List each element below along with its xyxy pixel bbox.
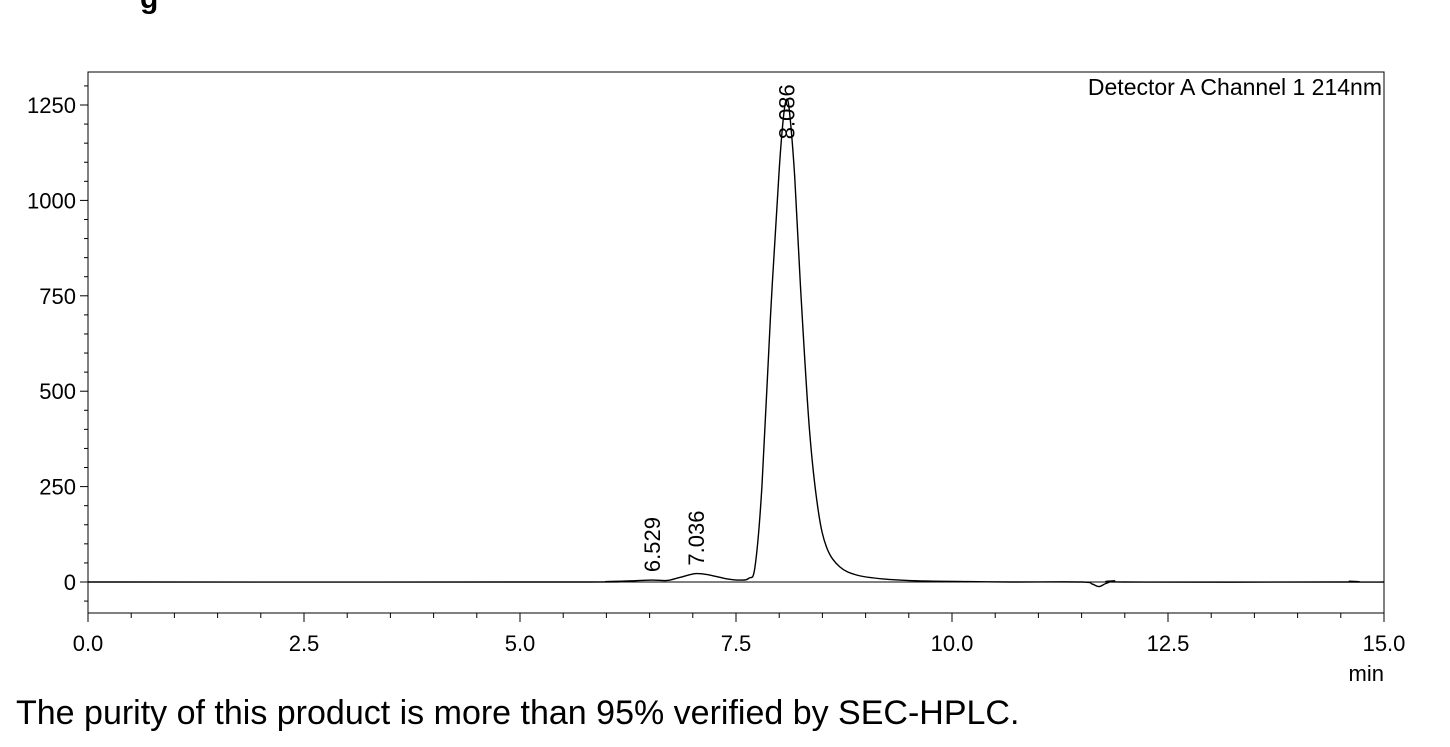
y-tick-label: 500 [39, 379, 76, 404]
purity-caption: The purity of this product is more than … [16, 694, 1020, 732]
detector-label: Detector A Channel 1 214nm [1088, 74, 1382, 100]
x-tick-label: 15.0 [1363, 631, 1406, 656]
peak-retention-label: 8.086 [775, 84, 800, 139]
y-tick-label: 0 [64, 570, 76, 595]
x-tick-label: 2.5 [289, 631, 320, 656]
peak-retention-label: 6.529 [640, 517, 665, 572]
y-tick-label: 1250 [27, 93, 76, 118]
peak-labels: 6.529 7.036 8.086 [640, 84, 800, 572]
x-tick-label: 0.0 [73, 631, 104, 656]
x-axis: 0.0 2.5 5.0 7.5 10.0 12.5 15.0 [73, 613, 1406, 656]
y-tick-label: 1000 [27, 188, 76, 213]
peak-retention-label: 7.036 [684, 511, 709, 566]
heading-fragment: g [140, 0, 158, 16]
chromatogram-trace [87, 98, 1385, 588]
y-tick-label: 250 [39, 475, 76, 500]
x-tick-label: 12.5 [1147, 631, 1190, 656]
y-tick-label: 750 [39, 284, 76, 309]
x-axis-unit-label: min [1349, 661, 1384, 686]
chromatogram-chart: 0 250 500 750 1000 1250 0.0 2.5 5.0 7.5 10.0 12.5 1… [27, 71, 1406, 686]
y-axis: 0 250 500 750 1000 1250 [27, 85, 88, 602]
plot-frame [87, 71, 1385, 614]
x-tick-label: 7.5 [721, 631, 752, 656]
x-tick-label: 5.0 [505, 631, 536, 656]
x-tick-label: 10.0 [931, 631, 974, 656]
